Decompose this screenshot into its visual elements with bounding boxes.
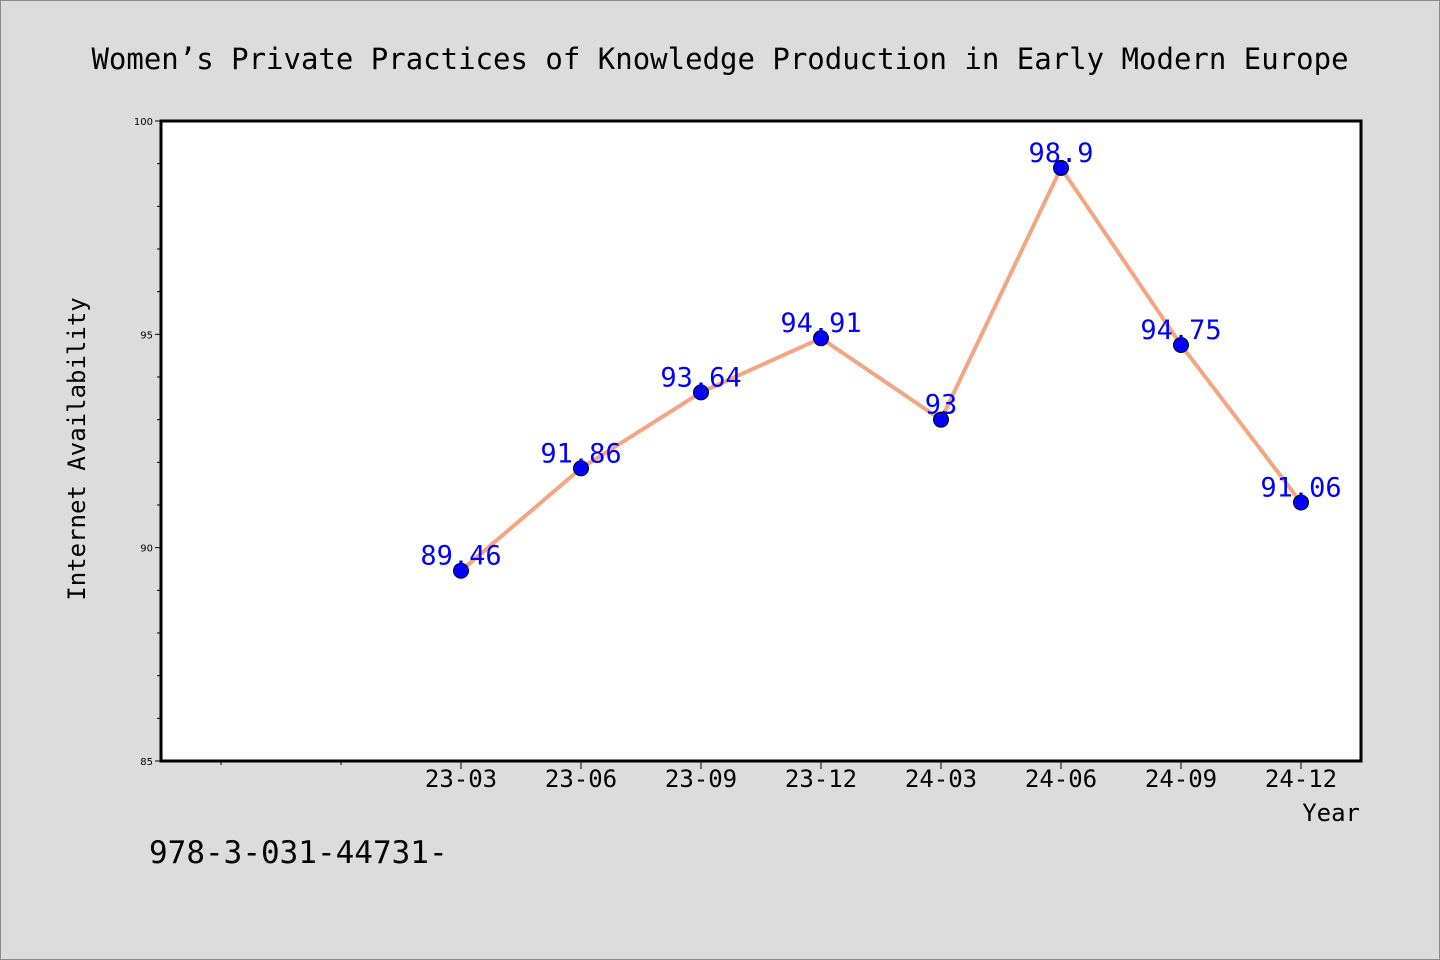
data-label: 93 [925, 390, 958, 421]
x-tick-label: 23-12 [785, 765, 857, 793]
x-axis-label: Year [1302, 799, 1360, 827]
y-axis: 85 90 95 100 [134, 117, 161, 768]
data-label: 93.64 [660, 362, 741, 393]
x-tick-label: 23-06 [545, 765, 617, 793]
data-point [1053, 159, 1069, 176]
x-tick-label: 24-03 [905, 765, 977, 793]
data-point [1293, 494, 1309, 511]
x-tick-label: 23-09 [665, 765, 737, 793]
x-tick-label: 24-06 [1025, 765, 1097, 793]
data-point [813, 330, 829, 347]
x-axis: 23-03 23-06 23-09 23-12 24-03 24-06 24-09 24-12 [220, 761, 1337, 793]
x-tick-label: 24-12 [1265, 765, 1337, 793]
data-point [1173, 337, 1189, 353]
y-tick-label: 95 [140, 330, 153, 341]
chart-title: Women’s Private Practices of Knowledge P… [91, 42, 1348, 76]
data-label: 91.86 [540, 438, 621, 469]
y-tick-label: 85 [140, 757, 153, 768]
series-polyline [459, 165, 1303, 573]
series-line [453, 159, 1309, 579]
data-point [693, 384, 709, 401]
x-tick-label: 24-09 [1145, 765, 1217, 793]
data-label: 98.9 [1028, 138, 1093, 169]
plot-area [159, 119, 1363, 763]
data-point [453, 562, 469, 579]
data-point [933, 411, 949, 428]
y-tick-label: 100 [134, 117, 153, 128]
data-label: 89.46 [420, 541, 501, 572]
data-point [573, 460, 589, 477]
x-tick-label: 23-03 [425, 765, 497, 793]
y-tick-label: 90 [140, 544, 153, 555]
data-label: 94.91 [780, 308, 861, 339]
data-labels: 89.46 91.86 93.64 94.91 93 98.9 94.75 91.06 [420, 138, 1341, 572]
y-axis-label: Internet Availability [63, 297, 91, 600]
data-label: 91.06 [1260, 472, 1341, 503]
footnote: 978-3-031-44731- [149, 835, 448, 871]
data-label: 94.75 [1140, 315, 1221, 346]
